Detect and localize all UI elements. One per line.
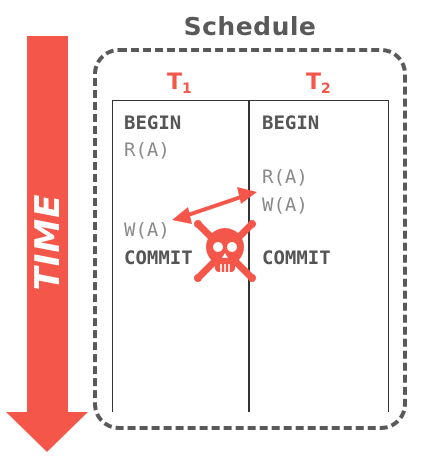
transaction-header-t2: T2 — [306, 70, 331, 97]
t2-commit-op: COMMIT — [262, 247, 331, 269]
transaction-name: T — [167, 70, 183, 95]
t2-write-op: W(A) — [262, 194, 308, 216]
t1-commit-op: COMMIT — [124, 247, 193, 269]
t1-begin-op: BEGIN — [124, 112, 182, 134]
t1-read-op: R(A) — [124, 139, 170, 161]
t2-begin-op: BEGIN — [262, 112, 320, 134]
schedule-frame — [93, 48, 407, 430]
transaction-header-t1: T1 — [167, 70, 192, 97]
column-divider — [248, 100, 250, 412]
transaction-table — [112, 100, 389, 412]
transaction-subscript: 2 — [321, 81, 331, 97]
t2-read-op: R(A) — [262, 166, 308, 188]
transaction-name: T — [306, 70, 322, 95]
transaction-subscript: 1 — [182, 81, 192, 97]
schedule-title: Schedule — [183, 12, 317, 41]
t1-write-op: W(A) — [124, 219, 170, 241]
skull-crossbones-icon — [194, 220, 256, 282]
